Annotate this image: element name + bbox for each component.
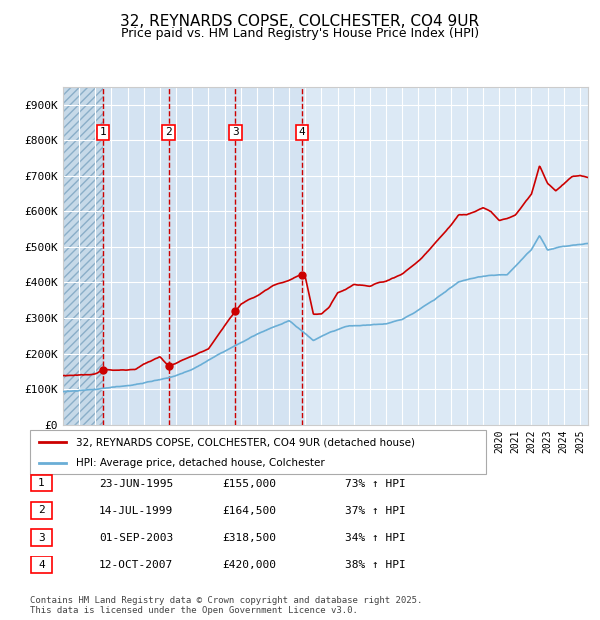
- Text: 12-OCT-2007: 12-OCT-2007: [99, 560, 173, 570]
- FancyBboxPatch shape: [30, 430, 486, 474]
- Text: 3: 3: [38, 533, 45, 542]
- FancyBboxPatch shape: [31, 475, 52, 491]
- Text: 23-JUN-1995: 23-JUN-1995: [99, 479, 173, 489]
- Text: Price paid vs. HM Land Registry's House Price Index (HPI): Price paid vs. HM Land Registry's House …: [121, 27, 479, 40]
- Bar: [169, 87, 235, 425]
- Text: 38% ↑ HPI: 38% ↑ HPI: [345, 560, 406, 570]
- Text: 32, REYNARDS COPSE, COLCHESTER, CO4 9UR: 32, REYNARDS COPSE, COLCHESTER, CO4 9UR: [121, 14, 479, 29]
- Text: 32, REYNARDS COPSE, COLCHESTER, CO4 9UR (detached house): 32, REYNARDS COPSE, COLCHESTER, CO4 9UR …: [76, 437, 415, 447]
- Bar: [103, 87, 169, 425]
- Text: 4: 4: [298, 128, 305, 138]
- Text: 4: 4: [38, 560, 45, 570]
- Bar: [235, 87, 302, 425]
- Text: £155,000: £155,000: [222, 479, 276, 489]
- FancyBboxPatch shape: [31, 502, 52, 518]
- Text: 01-SEP-2003: 01-SEP-2003: [99, 533, 173, 543]
- Text: £318,500: £318,500: [222, 533, 276, 543]
- Text: 73% ↑ HPI: 73% ↑ HPI: [345, 479, 406, 489]
- FancyBboxPatch shape: [31, 557, 52, 573]
- Text: HPI: Average price, detached house, Colchester: HPI: Average price, detached house, Colc…: [76, 458, 325, 468]
- Text: 34% ↑ HPI: 34% ↑ HPI: [345, 533, 406, 543]
- Text: 14-JUL-1999: 14-JUL-1999: [99, 506, 173, 516]
- Text: 37% ↑ HPI: 37% ↑ HPI: [345, 506, 406, 516]
- Text: 2: 2: [165, 128, 172, 138]
- Text: Contains HM Land Registry data © Crown copyright and database right 2025.
This d: Contains HM Land Registry data © Crown c…: [30, 596, 422, 615]
- Text: 1: 1: [38, 478, 45, 488]
- Bar: [63, 87, 103, 425]
- Bar: [63, 87, 103, 425]
- Text: 2: 2: [38, 505, 45, 515]
- Text: 3: 3: [232, 128, 239, 138]
- Text: £420,000: £420,000: [222, 560, 276, 570]
- Text: 1: 1: [100, 128, 106, 138]
- Text: £164,500: £164,500: [222, 506, 276, 516]
- FancyBboxPatch shape: [31, 529, 52, 546]
